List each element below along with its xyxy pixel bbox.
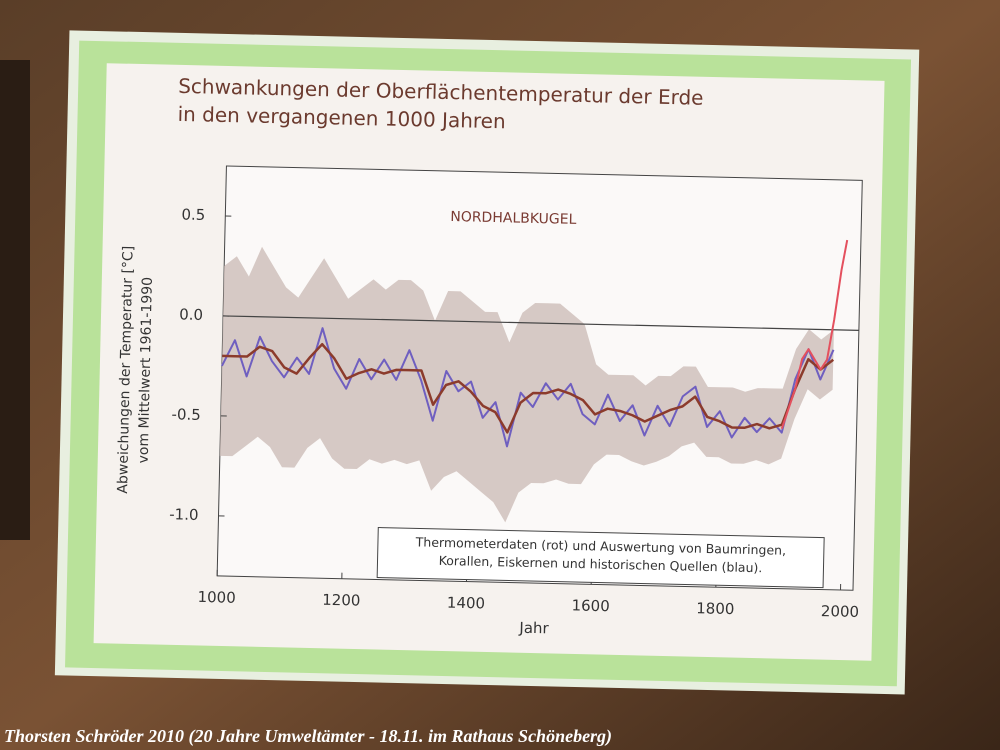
- y-axis-label: vom Mittelwert 1961-1990: [136, 277, 156, 464]
- y-tick-label: -1.0: [169, 505, 199, 524]
- series-line: [222, 342, 835, 434]
- series-line: [221, 327, 835, 448]
- subtitle: NORDHALBKUGEL: [450, 209, 577, 228]
- uncertainty-band: [219, 246, 834, 523]
- annotation: Korallen, Eiskernen und historischen Que…: [439, 553, 763, 575]
- caption: Thorsten Schröder 2010 (20 Jahre Umweltä…: [4, 726, 612, 747]
- wall-shelf: [0, 60, 30, 540]
- y-tick-label: 0.5: [181, 205, 205, 224]
- x-tick-label: 1400: [447, 594, 486, 613]
- x-tick-label: 1600: [571, 596, 610, 615]
- slide: Schwankungen der Oberflächentemperatur d…: [54, 30, 920, 695]
- y-tick-label: 0.0: [179, 305, 203, 324]
- series-line: [780, 239, 849, 429]
- annotation-box: [376, 526, 825, 589]
- x-tick-label: 1200: [322, 591, 361, 610]
- zero-line: [223, 315, 859, 331]
- x-tick-label: 2000: [821, 602, 860, 621]
- x-tick-label: 1000: [197, 588, 236, 607]
- plot: 0.5 0.0 -0.5 -1.0 1000 1200 1400 1600 1800 2000: [169, 165, 863, 621]
- x-tick-label: 1800: [696, 599, 735, 618]
- y-axis-label: Abweichungen der Temperatur [°C]: [115, 246, 137, 494]
- y-tick-label: -0.5: [171, 405, 201, 424]
- x-axis-label: Jahr: [518, 619, 550, 638]
